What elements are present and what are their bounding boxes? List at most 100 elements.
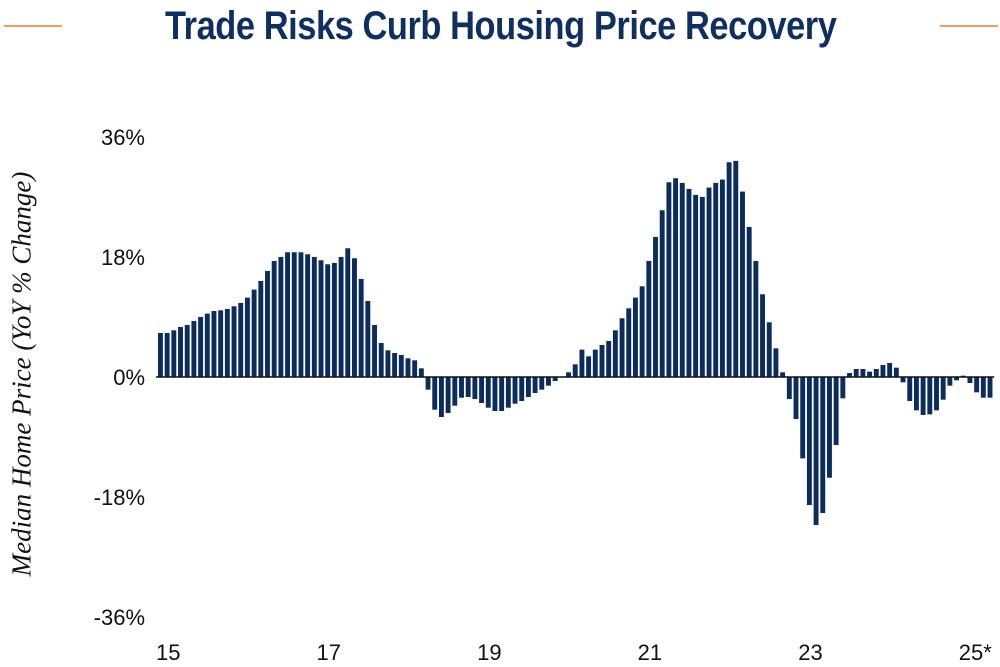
- chart-title: Trade Risks Curb Housing Price Recovery: [164, 4, 837, 48]
- bar: [666, 182, 672, 377]
- bar: [566, 372, 571, 377]
- bar: [693, 194, 699, 377]
- bar: [218, 310, 224, 377]
- bar: [178, 326, 183, 377]
- bar: [673, 178, 679, 377]
- bar: [880, 364, 886, 377]
- bar: [385, 350, 391, 377]
- bar: [358, 278, 364, 377]
- bar: [546, 377, 551, 386]
- bar: [158, 332, 163, 377]
- bar: [847, 373, 852, 377]
- bar: [352, 258, 357, 377]
- bar: [325, 264, 331, 377]
- x-tick-label: 19: [477, 640, 501, 665]
- bar: [947, 377, 953, 386]
- title-accent-rule-right: [940, 25, 998, 27]
- bar: [773, 348, 779, 377]
- bar: [907, 377, 913, 402]
- bar: [967, 377, 973, 383]
- bar: [184, 324, 190, 377]
- bar: [278, 256, 284, 377]
- bar: [813, 377, 819, 526]
- x-tick-label: 23: [798, 640, 822, 665]
- bar: [586, 356, 592, 377]
- bar: [954, 377, 960, 381]
- bar: [398, 354, 404, 377]
- bar: [679, 182, 685, 377]
- bar: [479, 377, 485, 404]
- bar: [372, 324, 377, 377]
- bar: [726, 162, 732, 377]
- bar: [887, 362, 893, 377]
- bar: [532, 377, 538, 394]
- y-tick-label: -18%: [94, 485, 145, 510]
- bar: [860, 369, 866, 377]
- bar: [572, 364, 578, 377]
- bar: [505, 377, 511, 408]
- bar: [539, 377, 545, 390]
- bar: [519, 377, 525, 402]
- bar: [840, 377, 846, 399]
- bar: [927, 377, 933, 415]
- bar: [940, 377, 946, 400]
- bar: [204, 313, 210, 377]
- bar: [432, 377, 438, 410]
- bar: [913, 377, 919, 411]
- y-axis-ticks: 36% 18% 0% -18% -36%: [94, 125, 145, 630]
- bar: [867, 371, 873, 377]
- bar: [492, 377, 498, 412]
- bar: [619, 318, 625, 377]
- bar: [311, 256, 317, 377]
- bar: [827, 377, 832, 478]
- bar: [974, 377, 980, 393]
- bar: [612, 330, 618, 377]
- y-tick-label: -36%: [94, 605, 145, 630]
- bar: [934, 377, 939, 411]
- bar: [686, 188, 692, 377]
- bar: [191, 320, 197, 377]
- bar: [438, 377, 444, 418]
- bar: [452, 377, 458, 406]
- bar: [626, 308, 632, 377]
- bar: [800, 377, 806, 459]
- bar: [459, 377, 464, 398]
- bar: [392, 352, 398, 377]
- bar: [445, 377, 451, 414]
- bar: [833, 377, 839, 446]
- x-tick-label: 21: [638, 640, 662, 665]
- bar: [786, 377, 792, 400]
- bar: [285, 252, 291, 377]
- bar: [405, 358, 411, 377]
- bar: [211, 310, 217, 377]
- bar: [806, 377, 812, 506]
- bar: [659, 210, 665, 377]
- bar: [171, 330, 177, 377]
- bar: [753, 260, 759, 377]
- x-tick-label: 25*: [959, 640, 992, 665]
- bar: [231, 306, 237, 377]
- bar: [706, 187, 712, 377]
- bar: [472, 377, 478, 400]
- bar: [198, 316, 204, 377]
- bar: [525, 377, 531, 398]
- bar: [465, 377, 471, 398]
- bar: [766, 322, 772, 377]
- bar: [639, 286, 645, 377]
- bar: [251, 289, 257, 377]
- bar: [632, 297, 638, 377]
- y-tick-label: 36%: [101, 125, 145, 150]
- bar: [412, 360, 418, 377]
- bar: [238, 302, 244, 377]
- bar: [345, 248, 351, 377]
- bar: [873, 369, 879, 377]
- bar: [418, 368, 424, 377]
- bar: [378, 342, 384, 377]
- bar: [646, 260, 652, 377]
- bar: [900, 377, 906, 383]
- bar: [485, 377, 491, 408]
- bar: [980, 377, 986, 398]
- bar: [606, 340, 612, 377]
- bar: [244, 297, 250, 377]
- bar: [258, 280, 264, 377]
